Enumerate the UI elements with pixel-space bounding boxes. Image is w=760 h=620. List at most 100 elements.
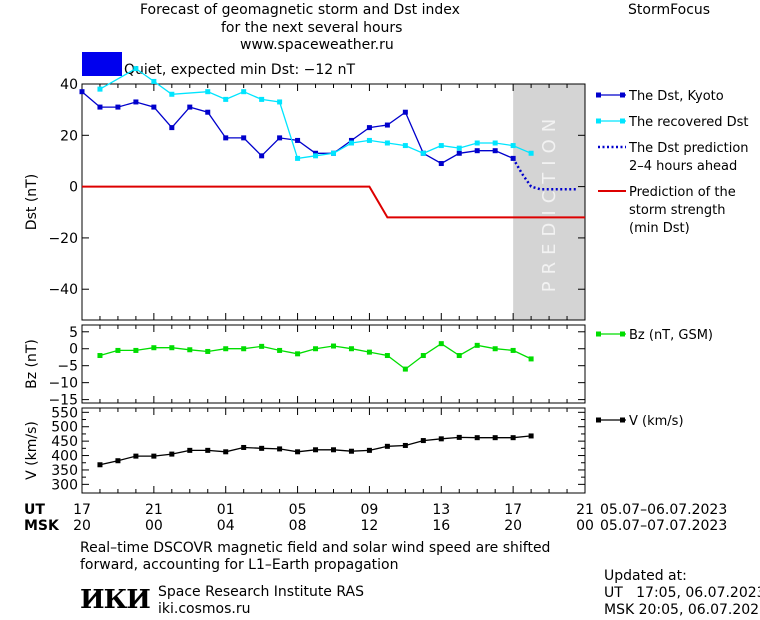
msk-tick-label: 08: [289, 518, 307, 534]
panel-frame-0: [81, 83, 586, 321]
prediction-label: PREDICTION: [539, 112, 560, 292]
y-tick-label: −10: [48, 376, 78, 392]
updated-label: Updated at:: [604, 568, 687, 584]
data-point: [295, 449, 301, 455]
data-point: [133, 453, 139, 459]
data-point: [295, 155, 301, 161]
data-point: [402, 143, 408, 149]
data-point: [223, 135, 229, 141]
data-point: [115, 347, 121, 353]
data-point: [438, 341, 444, 347]
legend-label: storm strength: [629, 203, 726, 218]
y-tick-label: 450: [51, 434, 78, 450]
legend-marker: [596, 118, 601, 124]
data-point: [366, 447, 372, 453]
footer-note-line2: forward, accounting for L1–Earth propaga…: [80, 557, 399, 573]
data-point: [133, 99, 139, 105]
data-point: [474, 140, 480, 146]
ut-tick-label: 17: [504, 502, 522, 518]
data-point: [366, 349, 372, 355]
data-point: [259, 445, 265, 451]
data-point: [402, 109, 408, 115]
data-point: [205, 109, 211, 115]
data-point: [169, 91, 175, 97]
data-point: [151, 104, 157, 110]
data-point: [528, 356, 534, 362]
data-point: [438, 143, 444, 149]
data-point: [133, 66, 139, 72]
y-tick-label: 40: [60, 77, 78, 93]
data-point: [205, 89, 211, 95]
data-point: [115, 104, 121, 110]
ut-date-range: 05.07–06.07.2023: [600, 502, 727, 518]
data-point: [492, 435, 498, 441]
chart-title-line1: Forecast of geomagnetic storm and Dst in…: [140, 2, 460, 18]
data-point: [510, 347, 516, 353]
data-point: [384, 353, 390, 359]
data-point: [456, 145, 462, 151]
data-point: [169, 451, 175, 457]
y-axis-label-0: Dst (nT): [24, 174, 40, 230]
data-point: [313, 150, 319, 156]
data-point: [384, 443, 390, 449]
msk-tick-label: 04: [217, 518, 235, 534]
data-point: [331, 150, 336, 156]
series-line-0-3: [82, 185, 585, 219]
y-tick-label: 0: [69, 342, 78, 358]
data-point: [313, 447, 319, 453]
data-point: [438, 436, 444, 442]
data-point: [492, 148, 498, 154]
data-point: [474, 435, 480, 441]
ut-tick-label: 05: [289, 502, 307, 518]
data-point: [295, 137, 301, 143]
site-url: www.spaceweather.ru: [240, 37, 394, 53]
data-point: [277, 446, 283, 452]
ut-tick-label: 01: [217, 502, 235, 518]
data-point: [259, 343, 265, 349]
data-point: [510, 143, 516, 149]
legend-marker: [596, 417, 601, 423]
data-point: [348, 140, 354, 146]
updated-ut: UT 17:05, 06.07.2023: [604, 585, 760, 601]
series-line-0-0: [81, 91, 514, 165]
y-tick-label: −5: [57, 359, 78, 375]
y-axis-label-2: V (km/s): [24, 421, 40, 480]
data-point: [187, 447, 193, 453]
data-point: [223, 346, 229, 352]
y-tick-label: 550: [51, 405, 78, 421]
data-point: [492, 140, 498, 146]
data-point: [474, 342, 480, 348]
msk-tick-label: 00: [145, 518, 163, 534]
ut-tick-label: 21: [145, 502, 163, 518]
data-point: [528, 150, 534, 156]
institute-url: iki.cosmos.ru: [158, 601, 251, 617]
status-text: Quiet, expected min Dst: −12 nT: [124, 62, 356, 78]
legend-marker: [620, 417, 625, 423]
msk-tick-label: 20: [504, 518, 522, 534]
legend-label: V (km/s): [629, 414, 684, 429]
data-point: [277, 99, 283, 105]
y-tick-label: −40: [48, 282, 78, 298]
msk-axis-label: MSK: [24, 518, 60, 534]
data-point: [277, 135, 283, 141]
footer-note-line1: Real–time DSCOVR magnetic field and sola…: [80, 540, 551, 556]
institute-name: Space Research Institute RAS: [158, 584, 364, 600]
data-point: [528, 433, 534, 439]
data-point: [97, 86, 103, 92]
data-point: [348, 346, 354, 352]
data-point: [187, 104, 193, 110]
msk-date-range: 05.07–07.07.2023: [600, 518, 727, 534]
data-point: [456, 150, 462, 156]
data-point: [205, 348, 211, 354]
legend-marker: [596, 331, 601, 337]
legend-marker: [620, 92, 625, 98]
data-point: [151, 453, 157, 459]
data-point: [402, 366, 408, 372]
data-point: [474, 148, 480, 154]
data-point: [151, 78, 157, 84]
data-point: [223, 449, 229, 455]
data-point: [241, 89, 247, 95]
data-point: [456, 353, 462, 359]
data-point: [510, 435, 516, 441]
data-point: [115, 458, 121, 464]
